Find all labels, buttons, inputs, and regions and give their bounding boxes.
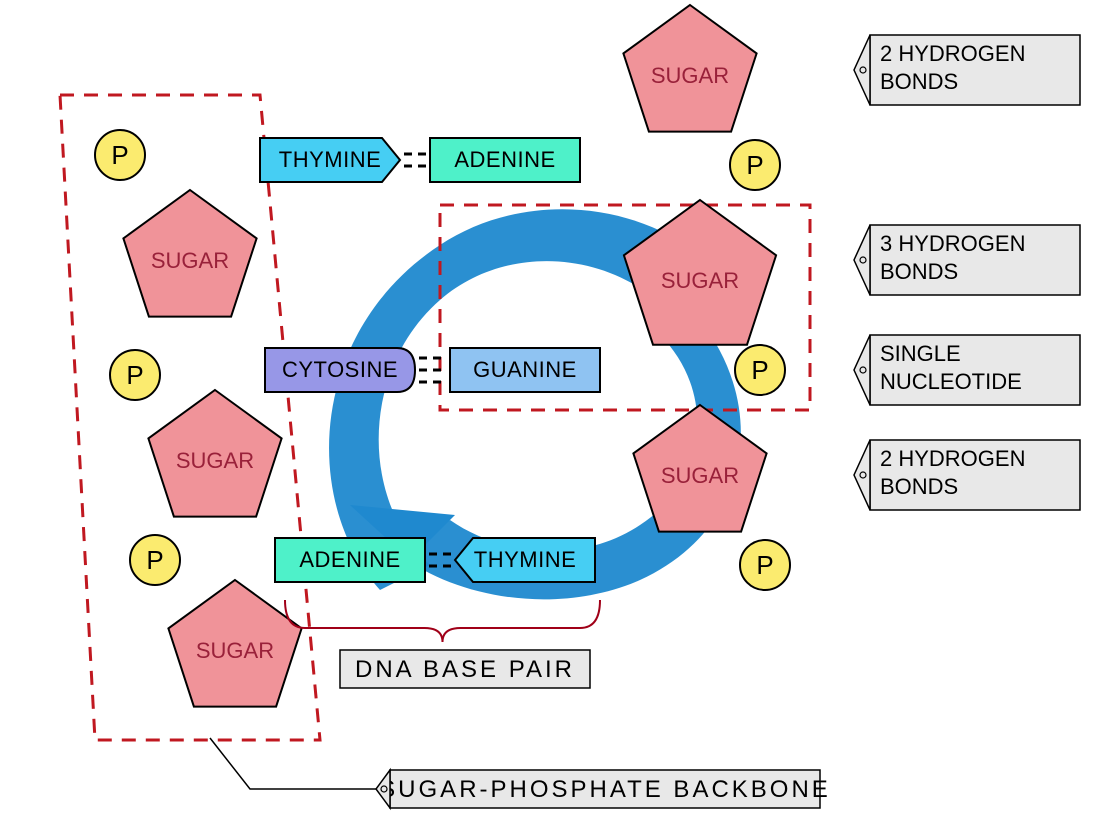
svg-text:2 HYDROGEN: 2 HYDROGEN: [880, 446, 1025, 471]
base-adenine: ADENINE: [275, 538, 425, 582]
base-thymine: THYMINE: [260, 138, 400, 182]
p-right-1: P: [730, 140, 780, 190]
p-right-2: P: [735, 345, 785, 395]
sugar-low-right: SUGAR: [633, 405, 766, 532]
svg-text:3 HYDROGEN: 3 HYDROGEN: [880, 231, 1025, 256]
svg-text:SUGAR-PHOSPHATE BACKBONE: SUGAR-PHOSPHATE BACKBONE: [379, 776, 831, 803]
svg-text:P: P: [126, 360, 143, 390]
svg-text:BONDS: BONDS: [880, 259, 958, 284]
p-right-3: P: [740, 540, 790, 590]
svg-text:P: P: [756, 550, 773, 580]
sugar-left-1: SUGAR: [123, 190, 256, 317]
caption-backbone: SUGAR-PHOSPHATE BACKBONE: [379, 770, 831, 808]
svg-text:CYTOSINE: CYTOSINE: [282, 357, 398, 382]
annot-sn: SINGLE NUCLEOTIDE: [854, 335, 1080, 405]
svg-text:THYMINE: THYMINE: [474, 547, 577, 572]
sugar-top-right: SUGAR: [623, 5, 756, 132]
svg-text:NUCLEOTIDE: NUCLEOTIDE: [880, 369, 1022, 394]
base-guanine: GUANINE: [450, 348, 600, 392]
p-left-3: P: [130, 535, 180, 585]
svg-text:P: P: [751, 355, 768, 385]
svg-text:P: P: [746, 150, 763, 180]
base-cytosine: CYTOSINE: [265, 348, 415, 392]
sugar-label: SUGAR: [661, 463, 739, 488]
annot-3h: 3 HYDROGEN BONDS: [854, 225, 1080, 295]
sugar-label: SUGAR: [661, 268, 739, 293]
annot-2h-1: 2 HYDROGEN BONDS: [854, 35, 1080, 105]
p-left-1: P: [95, 130, 145, 180]
svg-text:GUANINE: GUANINE: [473, 357, 577, 382]
sugar-label: SUGAR: [196, 638, 274, 663]
svg-text:SINGLE: SINGLE: [880, 341, 961, 366]
svg-text:BONDS: BONDS: [880, 69, 958, 94]
caption-base-pair: DNA BASE PAIR: [340, 650, 590, 688]
svg-text:2 HYDROGEN: 2 HYDROGEN: [880, 41, 1025, 66]
base-thymine: THYMINE: [455, 538, 595, 582]
svg-text:BONDS: BONDS: [880, 474, 958, 499]
svg-text:ADENINE: ADENINE: [454, 147, 555, 172]
sugar-label: SUGAR: [151, 248, 229, 273]
annot-2h-2: 2 HYDROGEN BONDS: [854, 440, 1080, 510]
sugar-left-2: SUGAR: [148, 390, 281, 517]
caption-backbone-leader: [210, 738, 376, 789]
sugar-left-3: SUGAR: [168, 580, 301, 707]
sugar-label: SUGAR: [651, 63, 729, 88]
base-pair-brace: [285, 600, 600, 642]
base-adenine: ADENINE: [430, 138, 580, 182]
sugar-mid-right: SUGAR: [624, 200, 776, 345]
svg-text:P: P: [146, 545, 163, 575]
svg-text:DNA BASE PAIR: DNA BASE PAIR: [355, 656, 575, 683]
svg-text:P: P: [111, 140, 128, 170]
svg-text:THYMINE: THYMINE: [279, 147, 382, 172]
sugar-label: SUGAR: [176, 448, 254, 473]
svg-text:ADENINE: ADENINE: [299, 547, 400, 572]
p-left-2: P: [110, 350, 160, 400]
